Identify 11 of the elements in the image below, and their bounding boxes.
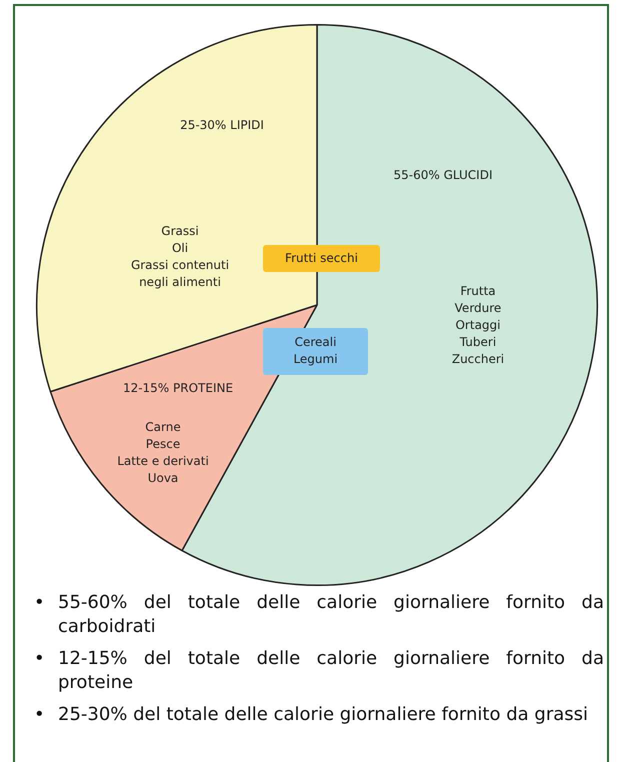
text: Grassi Oli Grassi contenuti negli alimenti (130, 223, 230, 291)
slice-label: 12-15% PROTEINE (122, 381, 234, 396)
text: Carne Pesce Latte e derivati Uova (116, 419, 210, 487)
text: • 25-30% del totale delle calorie giornaliere fornito da grassi (34, 703, 588, 727)
text: Frutti secchi (263, 245, 380, 272)
text: • 12-15% del totale delle calorie giornaliere fornito da proteine (34, 647, 604, 695)
text: Cereali Legumi (263, 328, 368, 375)
slice-label: 55-60% GLUCIDI (394, 168, 492, 182)
slice-label: 25-30% LIPIDI (180, 118, 264, 132)
text: • 55-60% del totale delle calorie giornaliere fornito da carboidrati (34, 591, 604, 639)
text: Frutta Verdure Ortaggi Tuberi Zuccheri (450, 283, 506, 368)
